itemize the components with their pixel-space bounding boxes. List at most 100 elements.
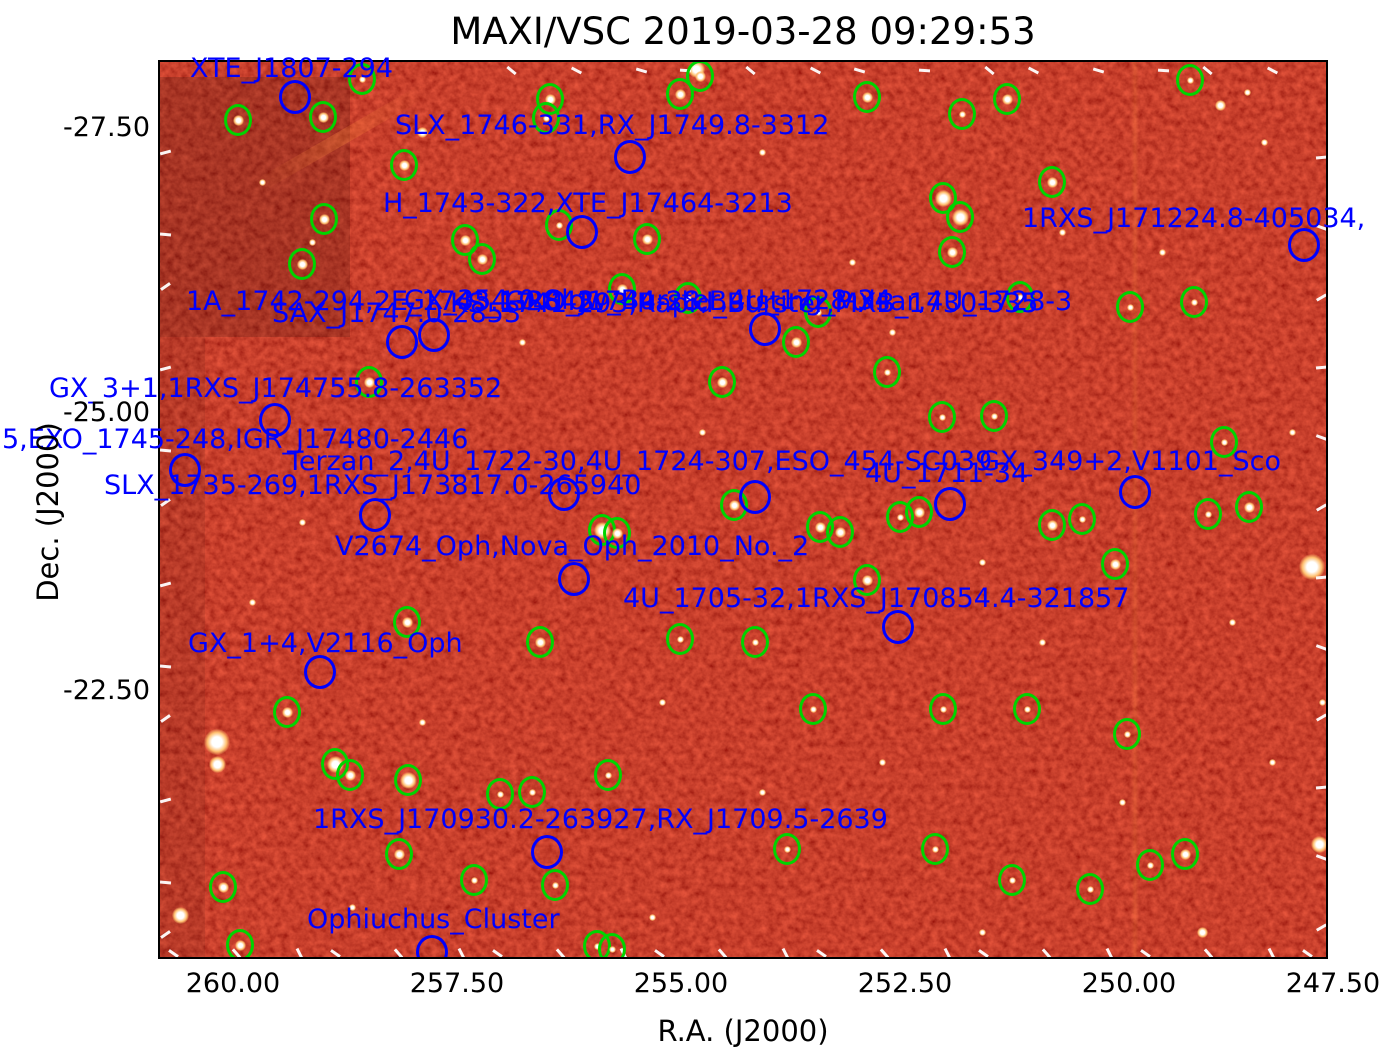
xray-point-source	[348, 903, 356, 911]
xray-point-source	[676, 635, 684, 643]
xray-point-source	[416, 126, 428, 138]
xray-point-source	[883, 368, 891, 376]
detection-circle	[1006, 281, 1034, 313]
plot-title: MAXI/VSC 2019-03-28 09:29:53	[450, 10, 1036, 53]
x-axis-title: R.A. (J2000)	[657, 1014, 829, 1048]
xray-point-source	[208, 755, 226, 773]
detection-circle	[993, 83, 1021, 115]
detection-circle	[948, 98, 976, 130]
xray-point-source	[258, 178, 266, 186]
source-label: GX_1+4,V2116_Oph	[188, 628, 463, 659]
detection-circle	[348, 63, 376, 95]
xray-point-source	[1109, 558, 1121, 570]
y-tick-label: -22.50	[62, 675, 150, 706]
source-label: SAX_J1747.0-2853	[272, 298, 521, 329]
xray-point-source	[848, 258, 856, 266]
catalog-circle	[548, 477, 580, 511]
detection-circle	[929, 182, 957, 214]
detection-circle	[1176, 64, 1204, 96]
xray-point-source	[938, 413, 946, 421]
detection-circle	[826, 516, 854, 548]
xray-point-source	[684, 294, 692, 302]
xray-point-source	[814, 521, 826, 533]
catalog-circle	[259, 403, 291, 437]
xray-point-source	[758, 148, 766, 156]
xray-point-source	[896, 513, 904, 521]
xray-point-source	[398, 159, 410, 171]
catalog-circle	[416, 935, 448, 957]
xray-point-source	[418, 718, 426, 726]
source-label: 1A_1742-294,2E_1743.1-2843	[186, 286, 595, 317]
xray-point-source	[363, 376, 375, 388]
xray-point-source	[604, 771, 612, 779]
xray-point-source	[1190, 298, 1198, 306]
xray-point-source	[1310, 835, 1326, 853]
xray-point-source	[1318, 698, 1326, 706]
source-label: XTE_J1807-294	[190, 53, 394, 84]
detection-circle	[633, 223, 661, 255]
detection-circle	[288, 248, 316, 280]
xray-point-source	[951, 208, 969, 226]
detection-circle	[686, 62, 714, 92]
xray-point-source	[1220, 438, 1228, 446]
xray-point-source	[518, 338, 526, 346]
xray-point-source	[861, 574, 873, 586]
catalog-circle	[304, 655, 336, 689]
xray-point-source	[542, 114, 550, 122]
xray-point-source	[1008, 876, 1016, 884]
xray-point-source	[296, 258, 308, 270]
catalog-circle	[566, 215, 598, 249]
xray-point-source	[1204, 510, 1212, 518]
catalog-circle	[359, 498, 391, 532]
xray-point-source	[1126, 303, 1134, 311]
source-label: 1RXS_J170930.2-263927,RX_J1709.5-2639	[313, 804, 888, 835]
detection-circle	[666, 623, 694, 655]
detection-circle	[998, 864, 1026, 896]
xray-point-source	[281, 706, 293, 718]
detection-circle	[799, 693, 827, 725]
xray-point-source	[308, 238, 316, 246]
xray-point-source	[534, 636, 546, 648]
xray-point-source	[171, 906, 189, 924]
xray-point-source	[1196, 926, 1208, 938]
xray-point-source	[1146, 861, 1154, 869]
xray-point-source	[1214, 99, 1226, 111]
xray-point-source	[783, 845, 791, 853]
xray-point-source	[728, 499, 740, 511]
detection-circle	[1076, 873, 1104, 905]
source-label: H_1743-322,XTE_J17464-3213	[383, 188, 793, 219]
y-tick-label: -27.50	[62, 112, 150, 143]
xray-point-source	[1123, 730, 1131, 738]
detection-circle	[518, 776, 546, 808]
xray-point-source	[861, 91, 873, 103]
xray-point-source	[1086, 885, 1094, 893]
xray-point-source	[1243, 501, 1255, 513]
detection-circle	[873, 356, 901, 388]
xray-point-source	[318, 213, 330, 225]
source-label: 1RXS_J171224.8-405034,	[1022, 203, 1366, 234]
xray-point-source	[809, 705, 817, 713]
catalog-circle	[386, 325, 418, 359]
xray-point-source	[888, 328, 896, 336]
xray-point-source	[878, 758, 886, 766]
source-label: 4U_1711-34	[865, 458, 1029, 489]
source-label: 5,EXO_1745-248,IGR_J17480-2446	[2, 424, 469, 455]
catalog-circle	[882, 610, 914, 644]
detection-circle	[674, 282, 702, 314]
catalog-circle	[749, 312, 781, 346]
xray-point-source	[470, 876, 478, 884]
detection-circle	[929, 693, 957, 725]
detection-circle	[946, 201, 974, 233]
catalog-circle	[739, 480, 771, 514]
detection-circle	[938, 236, 966, 268]
xray-point-source	[217, 881, 229, 893]
detection-circle	[1180, 286, 1208, 318]
xray-point-source	[555, 221, 563, 229]
xray-point-source	[496, 790, 504, 798]
xray-point-source	[528, 788, 536, 796]
detection-circle	[1235, 491, 1263, 523]
xray-point-source	[551, 881, 559, 889]
detection-circle	[1038, 509, 1066, 541]
xray-point-source	[611, 527, 623, 539]
xray-point-source	[344, 769, 356, 781]
